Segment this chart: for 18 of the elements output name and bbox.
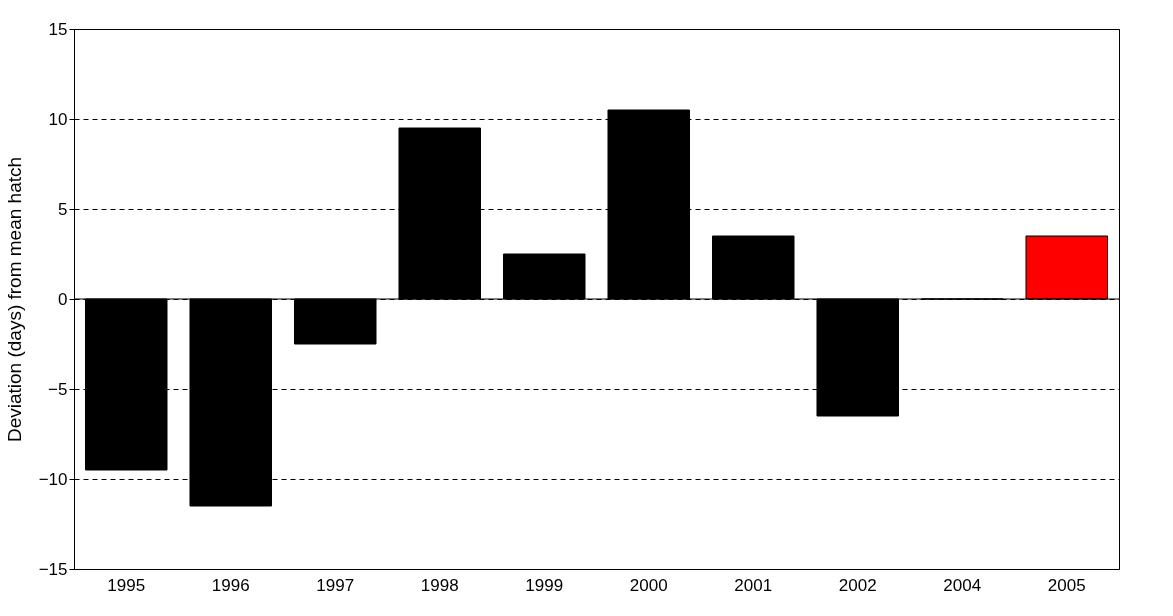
x-tick-label: 1997 xyxy=(316,575,355,595)
x-tick-label: 1998 xyxy=(420,575,459,595)
y-tick-label: 5 xyxy=(58,199,68,219)
x-tick-label: 2005 xyxy=(1047,575,1086,595)
y-tick-label: 0 xyxy=(58,289,68,309)
x-tick-label: 2004 xyxy=(943,575,982,595)
y-tick-label: 10 xyxy=(48,109,68,129)
y-tick-label: 15 xyxy=(48,19,68,39)
x-tick-label: 2001 xyxy=(734,575,773,595)
x-tick-label: 2000 xyxy=(629,575,668,595)
x-tick-label: 1995 xyxy=(107,575,146,595)
y-axis-title: Deviation (days) from mean hatch xyxy=(3,156,25,443)
x-tick-label: 1999 xyxy=(525,575,564,595)
y-tick-label: −15 xyxy=(38,559,68,579)
x-tick-label: 2002 xyxy=(838,575,877,595)
y-tick-label: −10 xyxy=(38,469,68,489)
x-tick-label: 1996 xyxy=(211,575,250,595)
y-tick-label: −5 xyxy=(48,379,68,399)
